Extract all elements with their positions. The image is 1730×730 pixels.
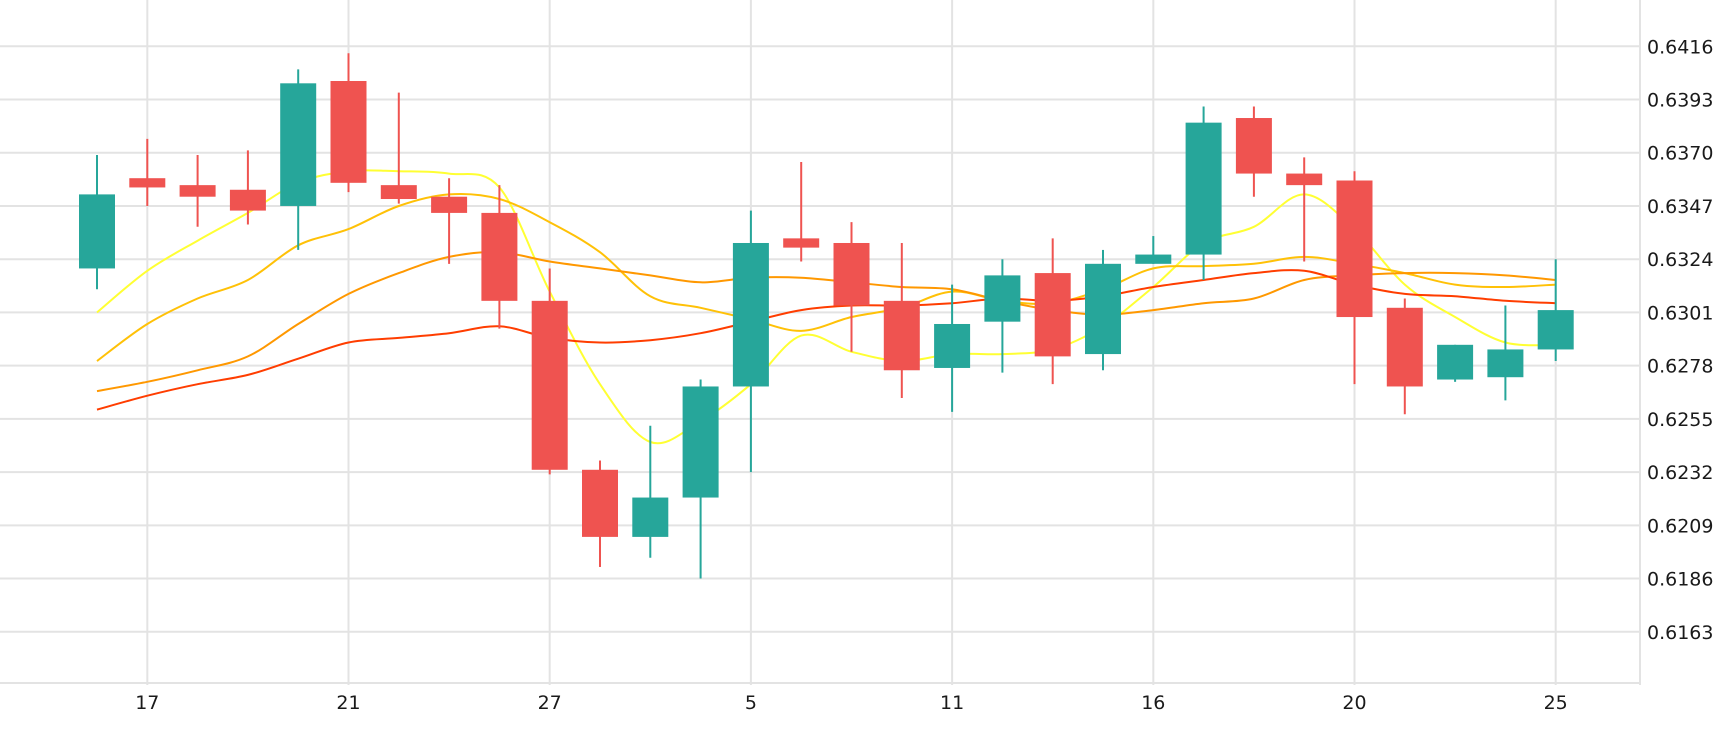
candle-body [984,275,1021,322]
candle-body [431,196,468,213]
y-tick-label: 0.6255 [1647,409,1713,431]
x-tick-label: 11 [940,692,964,714]
candle [934,284,971,412]
candle [1336,171,1373,385]
candle [632,425,669,558]
candle-body [1487,349,1524,378]
candle-body [1437,344,1474,380]
x-tick-label: 17 [135,692,159,714]
candle-body [330,80,367,183]
candle-body [129,178,166,188]
candle-body [783,238,820,248]
candle-body [833,242,870,306]
candle [380,92,417,204]
candle [1437,344,1474,382]
candle [582,460,618,567]
candle-body [682,386,719,498]
candle-body [582,469,618,537]
candle [330,53,367,193]
candle [1185,106,1222,281]
candle-body [1286,173,1323,186]
y-tick-label: 0.6416 [1647,36,1713,58]
candle-body [732,242,769,387]
candle [1286,157,1323,262]
candle [1135,236,1172,264]
y-tick-label: 0.6301 [1647,302,1713,324]
y-axis: 0.6416 0.6393 0.6370 0.6347 0.6324 0.6301 0.62… [1647,36,1713,643]
candle [883,242,920,399]
candle-body [883,300,920,371]
candle-body [280,83,317,206]
candle-body [632,497,669,537]
candle [280,69,317,250]
y-tick-label: 0.6232 [1647,462,1713,484]
y-tick-label: 0.6186 [1647,569,1713,591]
candle [1235,106,1272,197]
candle [682,379,719,579]
candle-body [1336,180,1373,318]
y-tick-label: 0.6393 [1647,90,1713,112]
candle [79,155,115,290]
x-tick-label: 5 [745,692,757,714]
candle [1386,298,1423,415]
moving-average-line-3 [96,251,1556,393]
candle-body [1537,310,1574,350]
y-tick-label: 0.6278 [1647,356,1713,378]
candle [732,210,769,473]
x-tick-label: 20 [1342,692,1366,714]
candle [531,268,568,475]
candle [431,178,468,264]
candle [1487,305,1524,401]
candle-body [1235,118,1272,174]
candle [129,138,166,206]
candle-body [531,300,568,470]
candle [179,155,216,227]
x-tick-label: 16 [1141,692,1165,714]
x-axis: 17 21 27 5 11 16 20 25 [135,692,1568,714]
y-tick-label: 0.6324 [1647,249,1713,271]
moving-average-line-2 [96,192,1556,362]
candle-body [179,185,216,197]
y-tick-label: 0.6209 [1647,515,1713,537]
candle [984,259,1021,373]
candle-body [79,194,115,269]
candles [79,53,1574,579]
y-tick-label: 0.6347 [1647,196,1713,218]
candle-body [1034,273,1071,357]
candle [1034,238,1071,385]
candle [1537,259,1574,362]
candle-body [1135,254,1172,264]
x-tick-label: 21 [336,692,360,714]
candle-body [380,185,417,200]
candle-body [1085,263,1121,355]
y-tick-label: 0.6370 [1647,143,1713,165]
moving-average-line-4 [96,269,1556,411]
candle-body [481,212,518,301]
candle [1085,249,1121,371]
candle-body [229,189,266,211]
moving-average-lines [96,169,1556,445]
candle [229,150,266,225]
x-tick-label: 27 [538,692,562,714]
x-tick-label: 25 [1544,692,1568,714]
candle [481,185,518,329]
candle-body [934,323,971,368]
candle [783,161,820,262]
candle-body [1185,122,1222,255]
candle-body [1386,307,1423,387]
candle [833,222,870,352]
y-tick-label: 0.6163 [1647,622,1713,644]
